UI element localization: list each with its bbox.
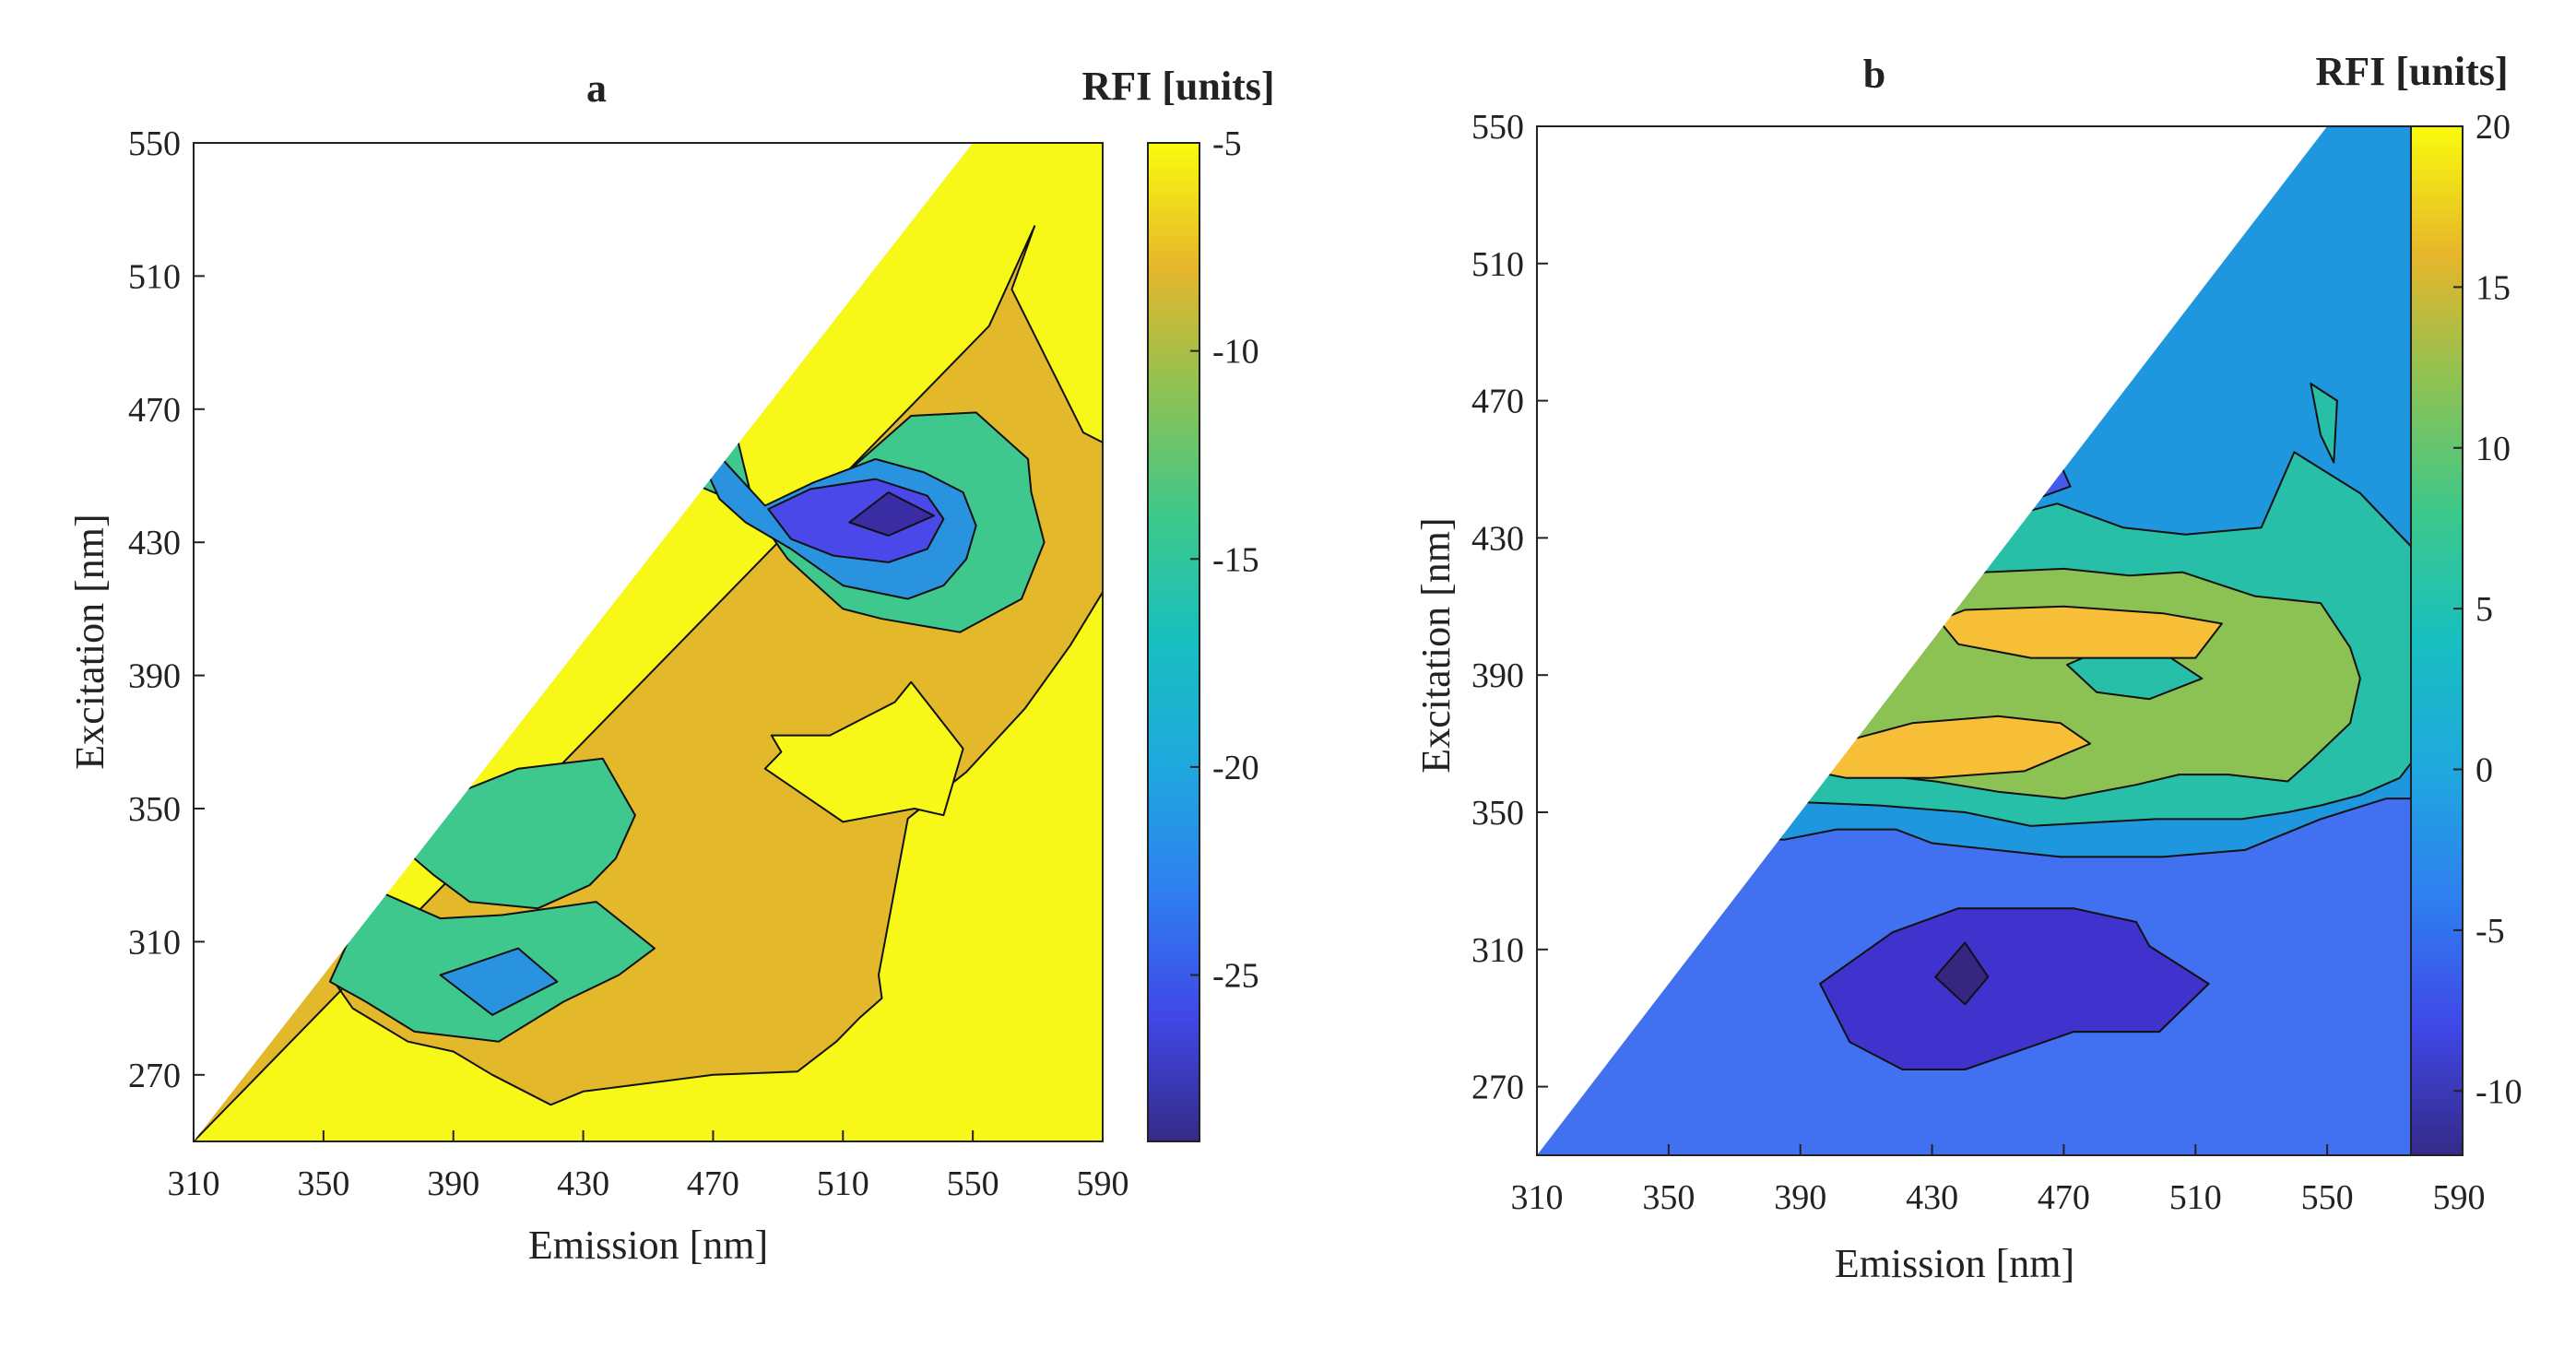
panel-b-xtick-label: 550	[2301, 1178, 2354, 1217]
panel-b-colorbar-bar	[2410, 125, 2464, 1156]
panel-a-colorbar-tick-label: -25	[1212, 957, 1259, 996]
panel-b-colorbar-tick-label: 5	[2476, 590, 2493, 629]
panel-a-contour-field	[194, 143, 1103, 1141]
panel-a-contour-level--28-8	[848, 491, 935, 537]
panel-b-ytick-label: 350	[1471, 794, 1524, 833]
panel-b-ytick-label: 510	[1471, 245, 1524, 284]
panel-a-ylabel: Excitation [nm]	[67, 514, 112, 769]
panel-a-ytick-label: 310	[128, 923, 181, 962]
panel-b-ylabel: Excitation [nm]	[1413, 517, 1459, 773]
panel-a-colorbar: -5 -10 -15 -20 -25	[1147, 124, 1259, 1142]
panel-a-xtick-label: 350	[297, 1164, 349, 1203]
panel-a-title: a	[586, 65, 607, 111]
panel-b-contour-level-15-8	[1792, 715, 2091, 779]
panel-a-contour-level--5-1	[763, 680, 964, 823]
panel-a-masked-region	[194, 143, 974, 1141]
panel-b-colorbar-tick-label: 10	[2476, 430, 2511, 468]
panel-b-xtick-label: 350	[1642, 1178, 1695, 1217]
panel-b-ytick-label: 310	[1471, 931, 1524, 970]
panel-a-colorbar-tick-label: -20	[1212, 749, 1259, 787]
panel-a-ytick-label: 270	[128, 1057, 181, 1095]
panel-a-xlabel: Emission [nm]	[528, 1223, 768, 1268]
panel-b-colorbar-tick-label: 20	[2476, 108, 2511, 147]
panel-a-xtick-label: 510	[817, 1164, 869, 1203]
panel-a-colorbar-title: RFI [units]	[1081, 64, 1274, 109]
panel-b-ytick-label: 430	[1471, 519, 1524, 558]
panel-b-xtick-label: 430	[1906, 1178, 1958, 1217]
panel-a-colorbar-bar	[1147, 142, 1200, 1142]
panel-b-colorbar-tick-label: -5	[2476, 912, 2505, 951]
panel-b-xlabel: Emission [nm]	[1835, 1241, 2074, 1286]
panel-a-ytick-label: 470	[128, 391, 181, 430]
panel-a-contour-level--20-6	[439, 947, 559, 1016]
panel-b-xtick-label: 510	[2169, 1178, 2222, 1217]
panel-a-ytick-label: 550	[128, 124, 181, 163]
panel-b-title: b	[1863, 52, 1885, 97]
panel-b-contour-level-15-9	[1937, 605, 2223, 659]
panel-b-ytick-label: 390	[1471, 656, 1524, 695]
panel-b-xtick-label: 390	[1774, 1178, 1826, 1217]
panel-b-xtick-label: 310	[1511, 1178, 1564, 1217]
panel-b-masked-region	[1537, 126, 2328, 1155]
panel-a-xtick-label: 430	[557, 1164, 609, 1203]
panel-a-xtick-label: 550	[947, 1164, 999, 1203]
panel-b-colorbar-tick-label: 0	[2476, 751, 2493, 790]
panel-a-colorbar-tick-label: -15	[1212, 540, 1259, 579]
panel-b-ytick-label: 270	[1471, 1069, 1524, 1107]
panel-a-xtick-label: 390	[427, 1164, 479, 1203]
panel-b: b RFI [units] 310 350 390 430 470 510 550 590 2…	[1413, 49, 2523, 1286]
panel-a-xtick-label: 310	[168, 1164, 220, 1203]
panel-b-xtick-label: 470	[2038, 1178, 2090, 1217]
panel-a-colorbar-tick-label: -10	[1212, 333, 1259, 372]
panel-b-contour-level--12-2	[1934, 941, 1990, 1006]
panel-a-xtick-label: 470	[687, 1164, 739, 1203]
panel-b-colorbar-tick-label: -10	[2476, 1072, 2523, 1111]
panel-b-contour-level--10-1	[1819, 907, 2210, 1070]
panel-b-colorbar-tick-label: 15	[2476, 268, 2511, 307]
panel-b-colorbar-title: RFI [units]	[2315, 49, 2508, 94]
panel-a-ytick-label: 350	[128, 790, 181, 829]
panel-a-ytick-label: 390	[128, 657, 181, 696]
panel-a-colorbar-tick-label: -5	[1212, 124, 1242, 163]
panel-b-xtick-label: 590	[2433, 1178, 2486, 1217]
panel-b-colorbar: 20 15 10 5 0 -5 -10	[2410, 108, 2523, 1156]
panel-a-ytick-label: 510	[128, 257, 181, 296]
panel-b-ytick-label: 470	[1471, 383, 1524, 421]
panel-a-axes-box	[193, 142, 1104, 1142]
panel-a-xtick-label: 590	[1077, 1164, 1129, 1203]
panel-a: a RFI [units] 310 350 390 430 470 510 550 590 2…	[67, 64, 1275, 1268]
panel-b-contour-field	[1537, 126, 2459, 1155]
panel-b-contour-level-5-6	[2310, 383, 2338, 464]
panel-b-ytick-label: 550	[1471, 108, 1524, 147]
panel-a-ytick-label: 430	[128, 524, 181, 562]
